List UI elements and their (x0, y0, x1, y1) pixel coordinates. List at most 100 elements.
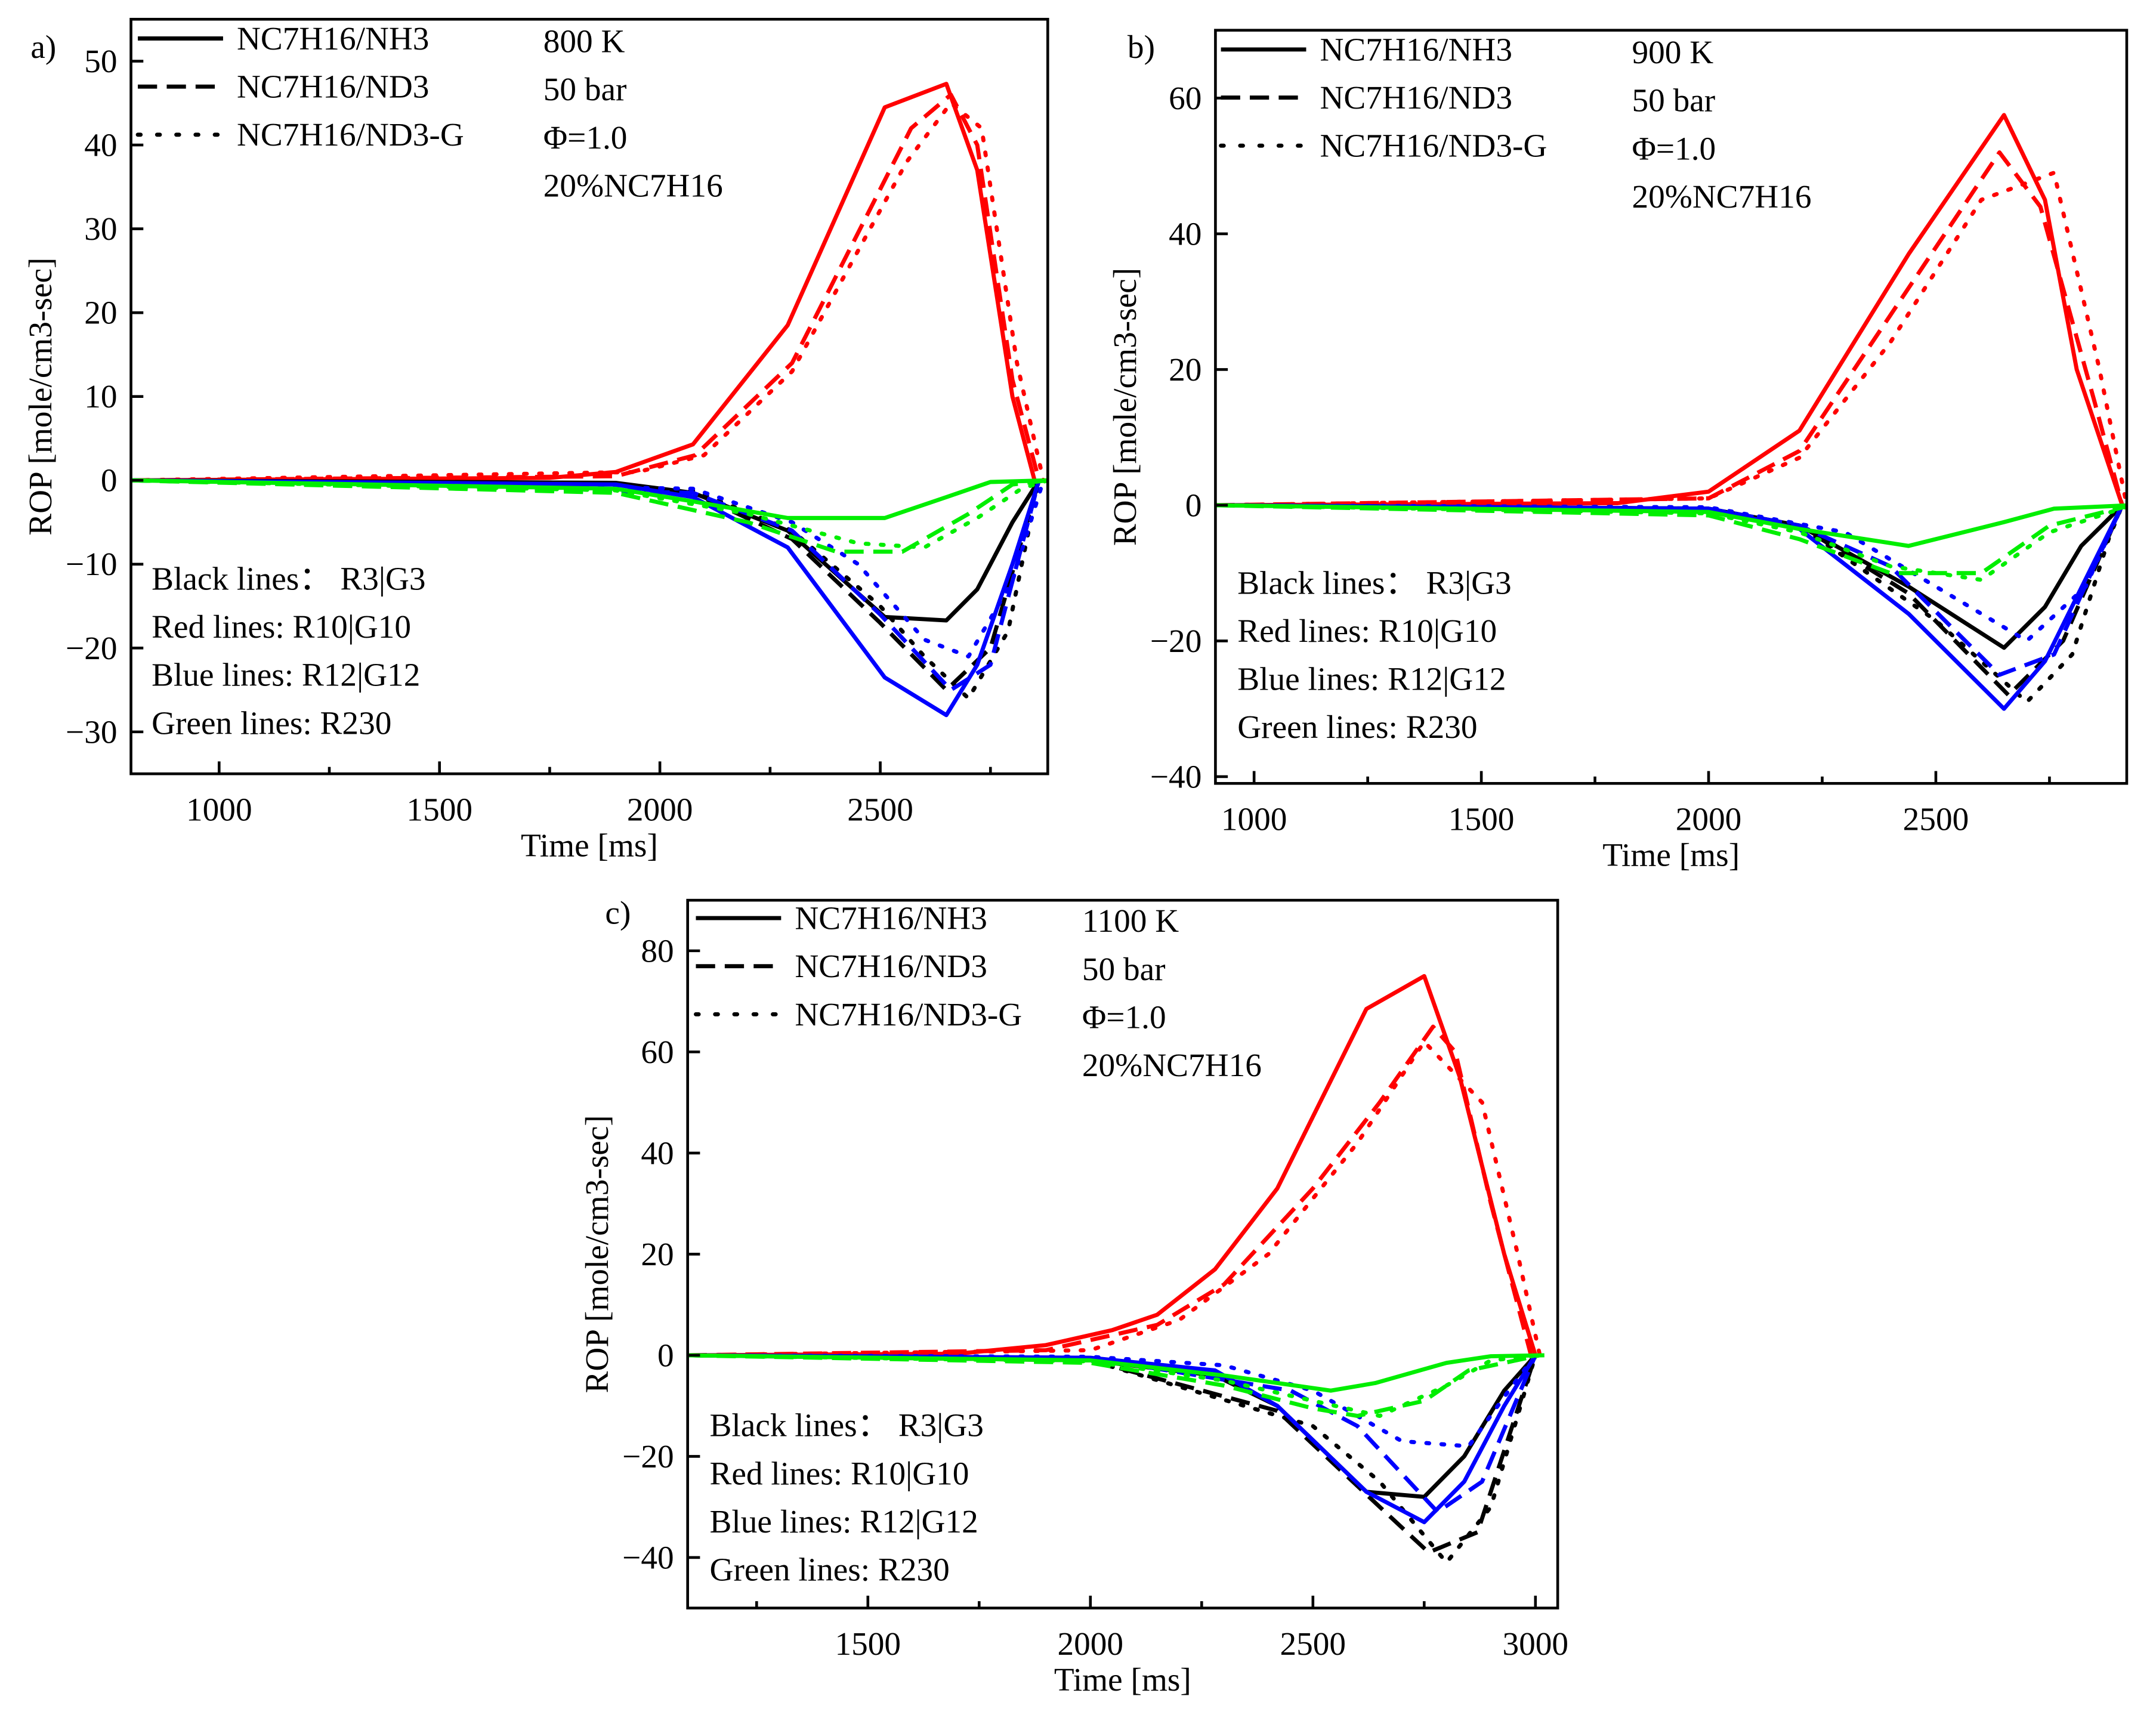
chart-panel-a: 1000 1500 2000 2500 −30 −20 −10 0 10 20 30 40 50 Time… (22, 17, 1049, 863)
series-line-R10-G10-dashed (131, 92, 1041, 483)
condition-label: 20%NC7H16 (1082, 1047, 1262, 1083)
condition-label: 1100 K (1082, 903, 1179, 939)
y-tick-label: −20 (1150, 623, 1201, 659)
x-tick-label: 2500 (1903, 801, 1969, 838)
legend-label: NC7H16/ND3-G (795, 996, 1022, 1033)
color-key-note: Green lines: R230 (152, 704, 391, 741)
panel-label: a) (30, 29, 56, 65)
legend-label: NC7H16/NH3 (795, 900, 987, 937)
color-key-note: Blue lines: R12|G12 (1237, 661, 1506, 697)
series-line-R12-G12-solid (131, 478, 1041, 718)
color-key-note: Red lines: R10|G10 (152, 608, 411, 645)
series-line-R10-G10-dotted (687, 1039, 1542, 1358)
series-line-R12-G12-dashed (1215, 503, 2124, 677)
color-key-note: Black lines： R3|G3 (710, 1407, 984, 1444)
condition-label: 50 bar (1082, 951, 1166, 987)
x-tick-label: 2000 (1058, 1626, 1124, 1662)
y-tick-label: 0 (1185, 487, 1202, 523)
y-tick-label: 20 (84, 295, 117, 331)
legend-label: NC7H16/ND3 (237, 69, 429, 105)
x-tick-label: 1000 (186, 791, 252, 827)
series-line-R10-G10-solid (687, 974, 1538, 1358)
condition-label: 20%NC7H16 (543, 167, 723, 203)
color-key-note: Black lines： R3|G3 (152, 560, 425, 597)
color-key-note: Black lines： R3|G3 (1237, 564, 1511, 601)
x-axis-label: Time [ms] (1602, 837, 1740, 873)
chart-panel-c: 1500 2000 2500 3000 −40 −20 0 20 40 60 80 Time [ms]… (579, 894, 1568, 1698)
series-line-R230-dashed (131, 478, 1048, 554)
panel-label: c) (605, 894, 631, 931)
series-line-R230-dotted (1215, 503, 2127, 582)
x-tick-label: 1500 (406, 791, 472, 827)
x-tick-label: 1500 (1448, 801, 1515, 838)
series-line-R10-G10-dotted (131, 101, 1046, 483)
y-tick-label: 80 (641, 932, 674, 969)
x-tick-label: 1500 (835, 1626, 901, 1662)
series-line-R12-G12-solid (687, 1353, 1537, 1525)
y-tick-label: 20 (1169, 351, 1201, 388)
series-group (1215, 113, 2127, 711)
series-line-R10-G10-dashed (1215, 150, 2124, 508)
plot-frame (1214, 29, 2129, 785)
y-tick-label: −20 (622, 1438, 674, 1475)
x-tick-label: 2500 (1280, 1626, 1346, 1662)
condition-label: 20%NC7H16 (1632, 178, 1812, 215)
y-tick-label: 0 (101, 462, 118, 499)
condition-label: Φ=1.0 (1082, 999, 1166, 1035)
y-tick-label: 0 (657, 1337, 674, 1373)
color-key-note: Red lines: R10|G10 (1237, 613, 1497, 649)
panel-label: b) (1128, 29, 1155, 65)
y-tick-label: −40 (1150, 758, 1201, 795)
series-line-R230-dashed (1215, 503, 2127, 576)
series-line-R10-G10-dotted (1215, 171, 2127, 508)
series-line-R230-dotted (131, 478, 1048, 550)
y-tick-label: 40 (641, 1135, 674, 1171)
chart-panel-b: 1000 1500 2000 2500 −40 −20 0 20 40 60 Time [ms] RO… (1107, 29, 2129, 873)
x-tick-label: 1000 (1221, 801, 1287, 838)
y-axis-label: ROP [mole/cm3-sec] (1107, 268, 1143, 546)
color-key-note: Blue lines: R12|G12 (152, 657, 420, 693)
series-line-R12-G12-dotted (1215, 503, 2124, 643)
legend-label: NC7H16/ND3-G (237, 116, 464, 153)
x-tick-label: 2500 (847, 791, 913, 827)
y-tick-label: 60 (1169, 80, 1201, 116)
legend-label: NC7H16/ND3 (1320, 79, 1512, 116)
series-line-R230-dotted (687, 1353, 1542, 1419)
condition-label: 50 bar (543, 71, 627, 107)
series-group (131, 82, 1048, 718)
series-line-R10-G10-dashed (687, 1024, 1533, 1358)
y-tick-label: 60 (641, 1034, 674, 1070)
condition-label: Φ=1.0 (1632, 130, 1716, 166)
x-tick-label: 3000 (1503, 1626, 1569, 1662)
x-axis-label: Time [ms] (1054, 1661, 1191, 1698)
y-tick-label: −20 (66, 630, 117, 666)
series-line-R10-G10-solid (1215, 113, 2124, 508)
y-tick-label: 30 (84, 211, 117, 247)
condition-label: 800 K (543, 23, 625, 60)
y-tick-label: 10 (84, 378, 117, 415)
y-tick-label: −40 (622, 1539, 674, 1575)
series-line-R230-solid (1215, 503, 2127, 548)
plot-frame (686, 898, 1559, 1609)
y-tick-label: 40 (1169, 215, 1201, 252)
condition-label: 900 K (1632, 34, 1714, 70)
y-tick-label: 50 (84, 43, 117, 79)
color-key-note: Green lines: R230 (710, 1552, 950, 1588)
series-group (687, 974, 1545, 1565)
color-key-note: Red lines: R10|G10 (710, 1455, 969, 1491)
y-tick-label: −10 (66, 546, 117, 582)
series-line-R12-G12-dashed (687, 1353, 1537, 1515)
y-tick-label: 40 (84, 127, 117, 163)
y-axis-label: ROP [mole/cm3-sec] (22, 258, 58, 536)
series-line-R3-G3-dashed (687, 1353, 1538, 1555)
color-key-note: Blue lines: R12|G12 (710, 1503, 978, 1540)
x-axis-label: Time [ms] (521, 827, 658, 863)
series-line-R230-solid (131, 478, 1048, 520)
series-line-R3-G3-dotted (131, 478, 1042, 701)
y-tick-label: −30 (66, 713, 117, 750)
series-line-R12-G12-dashed (131, 478, 1041, 693)
condition-label: Φ=1.0 (543, 119, 628, 156)
y-axis-label: ROP [mole/cm3-sec] (579, 1115, 615, 1393)
y-tick-label: 20 (641, 1236, 674, 1272)
